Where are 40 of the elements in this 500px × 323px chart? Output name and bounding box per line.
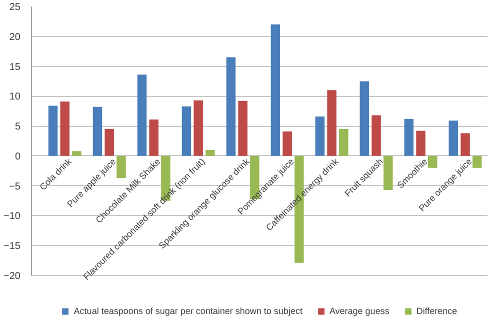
y-tick-label: −20 — [4, 270, 21, 282]
bar — [149, 119, 158, 156]
bar — [116, 156, 126, 178]
bar — [472, 156, 482, 168]
y-tick-label: 25 — [9, 2, 21, 13]
bar — [404, 118, 414, 156]
y-tick-label: 15 — [9, 62, 21, 73]
bar — [270, 24, 280, 156]
bar — [182, 106, 192, 156]
bar — [327, 90, 336, 156]
bar — [48, 106, 58, 156]
bar — [238, 100, 248, 156]
bar — [72, 151, 82, 156]
bar — [137, 74, 147, 156]
bar — [372, 115, 381, 156]
bar — [448, 120, 458, 156]
bar — [315, 116, 325, 156]
y-tick-label: −5 — [9, 181, 21, 192]
legend-label: Actual teaspoons of sugar per container shown to subject — [74, 306, 302, 316]
bar — [428, 156, 438, 168]
y-tick-label: −15 — [4, 241, 21, 252]
bar — [460, 133, 470, 156]
y-tick-label: 20 — [9, 32, 21, 43]
bar — [60, 102, 70, 156]
bar — [339, 129, 348, 156]
bar — [194, 100, 203, 156]
bar — [282, 131, 292, 156]
bar — [226, 57, 236, 156]
bar — [416, 130, 426, 156]
bar — [360, 81, 370, 156]
legend-label: Difference — [416, 306, 458, 316]
bar — [206, 150, 215, 156]
y-tick-label: −10 — [4, 211, 21, 222]
y-tick-label: 5 — [14, 122, 21, 133]
bar — [384, 156, 393, 190]
y-tick-label: 10 — [9, 92, 21, 103]
y-tick-label: 0 — [14, 151, 21, 162]
bar — [92, 106, 102, 156]
legend-label: Average guess — [329, 306, 390, 316]
bar — [104, 129, 114, 156]
